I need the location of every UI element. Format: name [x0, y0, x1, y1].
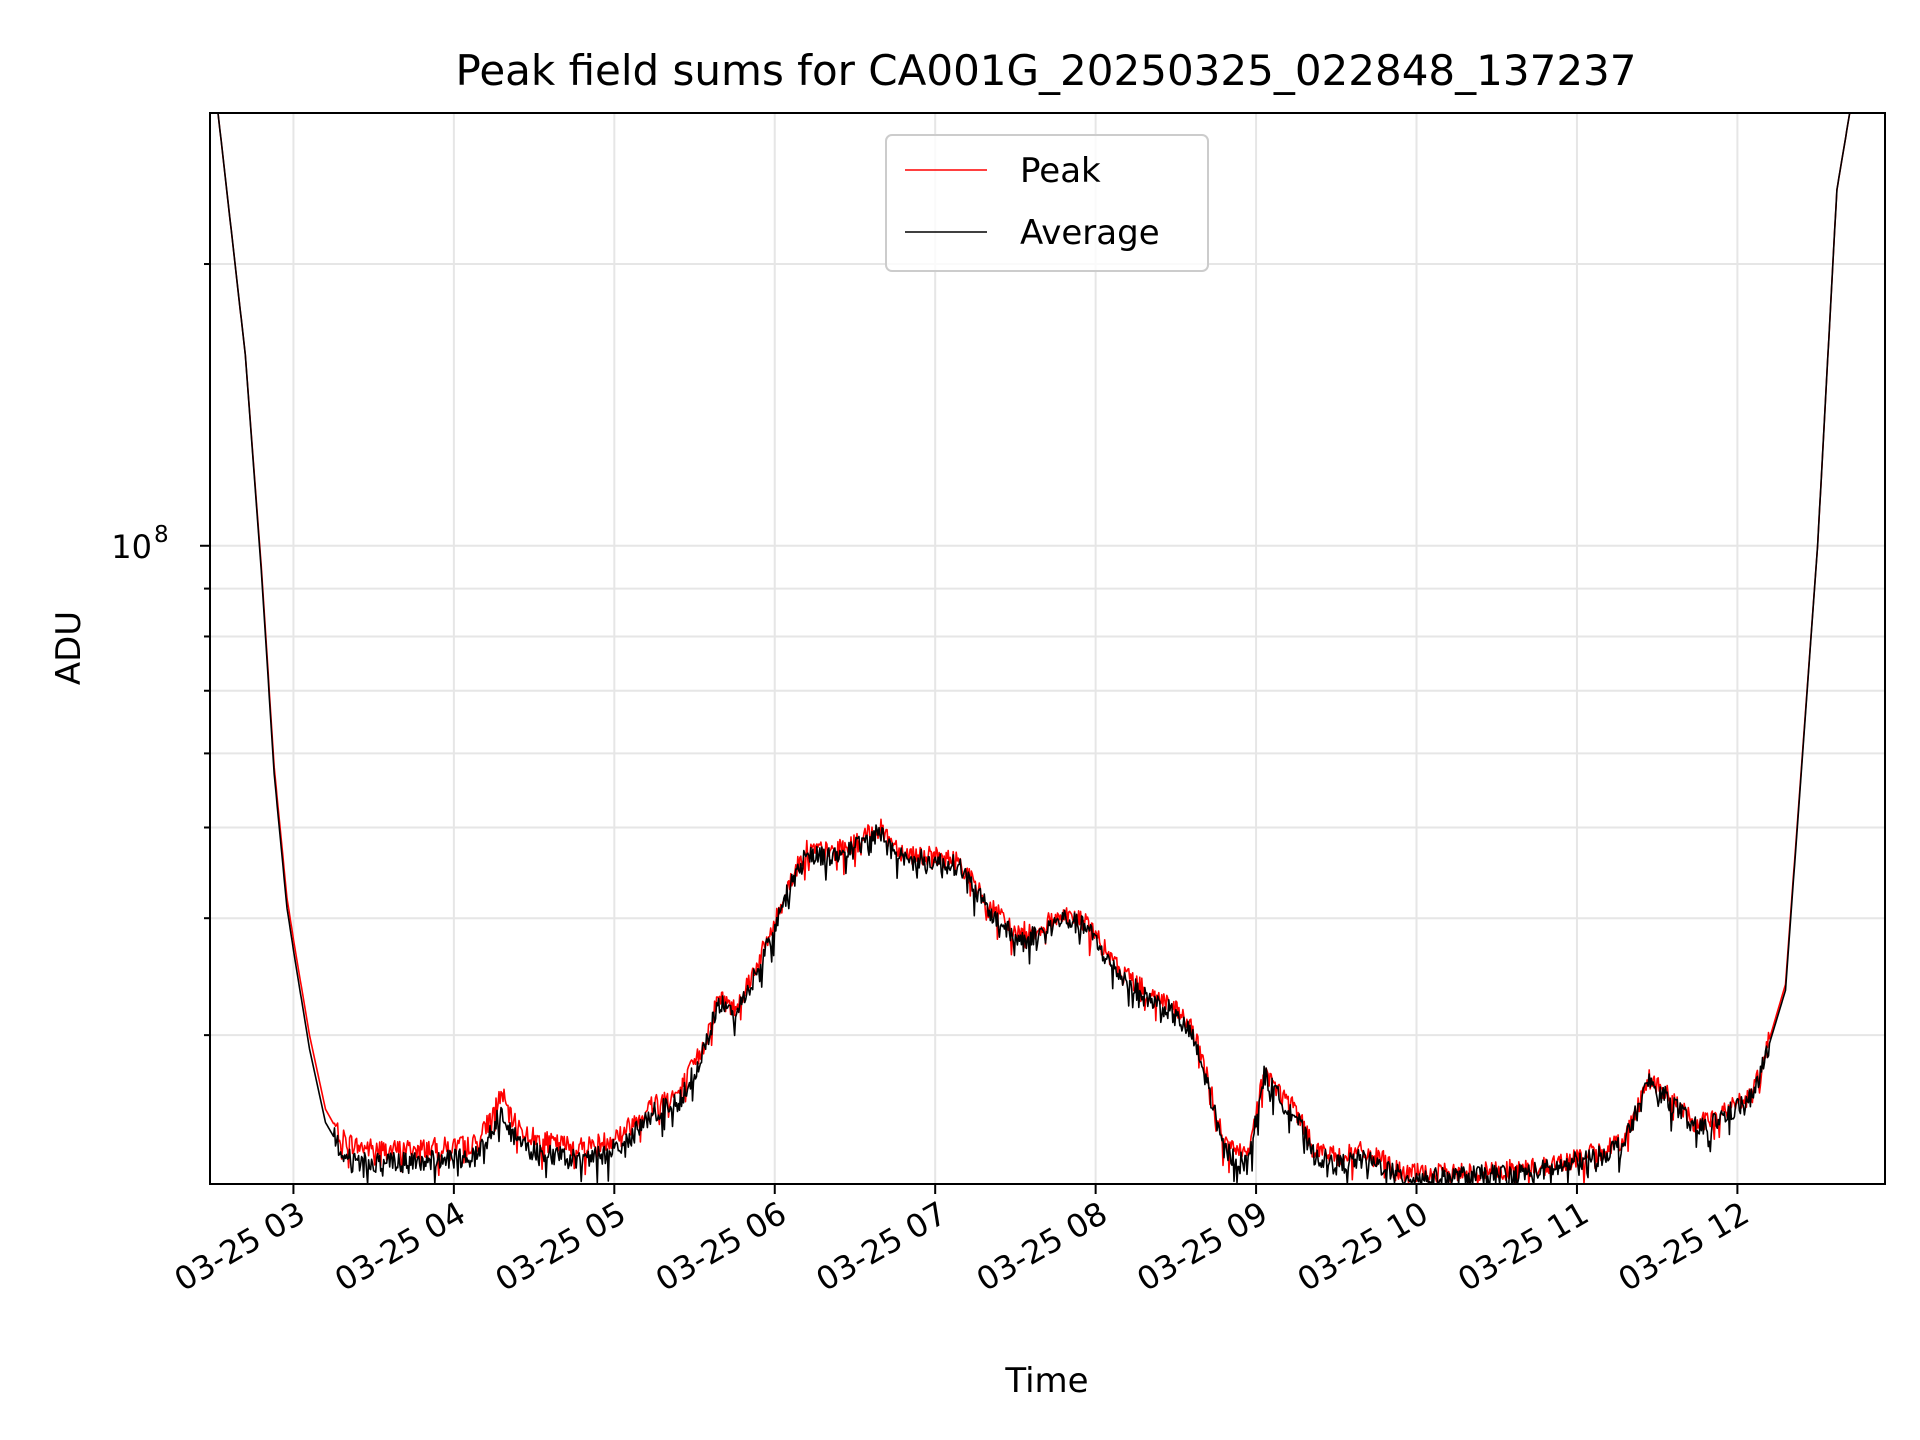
y-tick-label-exponent: 8 — [154, 522, 169, 548]
x-axis-label: Time — [1004, 1361, 1088, 1401]
series-line-average — [217, 112, 1851, 1185]
grid — [210, 113, 1885, 1184]
legend-box — [885, 134, 1209, 272]
y-axis-label: ADU — [49, 611, 89, 685]
legend-label-peak: Peak — [1020, 151, 1101, 191]
y-tick-label: 10 — [111, 528, 152, 566]
chart-title: Peak field sums for CA001G_20250325_0228… — [455, 46, 1636, 95]
plot-frame — [209, 112, 1886, 1185]
legend-label-average: Average — [1020, 213, 1160, 253]
legend: Peak Average — [885, 134, 1209, 272]
series-group — [217, 112, 1851, 1185]
